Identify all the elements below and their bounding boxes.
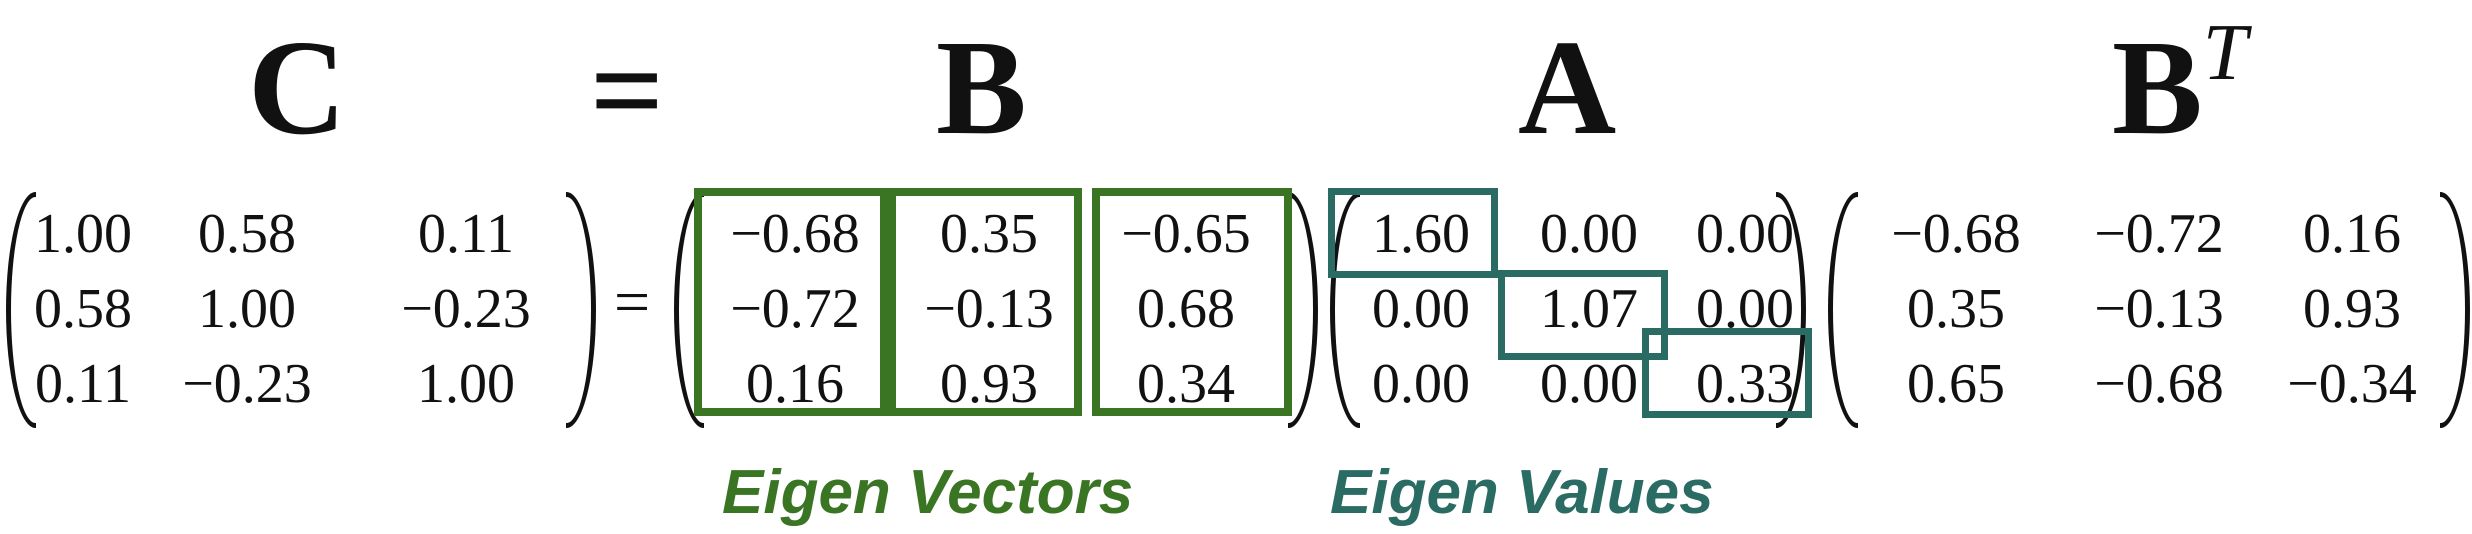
matrix-cell: 1.00 [34,203,132,265]
matrix-cell: 1.00 [417,353,515,415]
matrix-cell: 0.34 [1137,353,1235,415]
matrix-cell: 0.11 [418,203,514,265]
header-a: A [1518,13,1617,163]
matrix-cell: 0.68 [1137,278,1235,340]
matrix-b: −0.68 0.35 −0.65 −0.72 −0.13 0.68 0.16 0… [674,180,1318,440]
matrix-cell: 0.93 [940,353,1038,415]
matrix-cell: −0.68 [730,203,860,265]
header-transpose-superscript: T [2202,8,2248,97]
header-b-transpose-base: B [2112,13,2203,163]
matrix-cell: 0.00 [1372,278,1470,340]
matrix-cell: 0.35 [940,203,1038,265]
matrix-b-transpose: −0.68 −0.72 0.16 0.35 −0.13 0.93 0.65 −0… [1828,180,2470,440]
matrix-cell: 1.60 [1372,203,1470,265]
eigenvector-column-box [1092,188,1292,416]
matrix-cell: 0.16 [2303,203,2401,265]
matrix-cell: −0.72 [2094,203,2224,265]
matrix-cell: −0.68 [2094,353,2224,415]
right-paren [566,192,596,428]
right-paren [2440,192,2470,428]
matrix-cell: 0.35 [1907,278,2005,340]
matrix-cell: −0.13 [2094,278,2224,340]
matrix-cell: 0.16 [746,353,844,415]
matrix-cell: 0.11 [35,353,131,415]
matrix-cell: 1.07 [1540,278,1638,340]
header-equals: = [590,19,665,163]
matrix-cell: −0.34 [2287,353,2417,415]
matrix-cell: 0.65 [1907,353,2005,415]
matrix-c: 1.00 0.58 0.11 0.58 1.00 −0.23 0.11 −0.2… [6,180,608,440]
equals-sign: = [614,266,651,337]
matrix-cell: 0.00 [1372,353,1470,415]
matrix-cell: −0.65 [1121,203,1251,265]
matrix-cell: 0.93 [2303,278,2401,340]
header-b-transpose: BT [2112,13,2247,156]
matrix-cell: −0.23 [182,353,312,415]
matrix-bt-grid: −0.68 −0.72 0.16 0.35 −0.13 0.93 0.65 −0… [1858,197,2440,422]
matrix-cell: 0.00 [1540,353,1638,415]
matrix-cell: −0.13 [924,278,1054,340]
matrix-cell: 0.00 [1540,203,1638,265]
matrix-c-grid: 1.00 0.58 0.11 0.58 1.00 −0.23 0.11 −0.2… [24,197,580,422]
matrix-b-grid: −0.68 0.35 −0.65 −0.72 −0.13 0.68 0.16 0… [698,197,1286,422]
eigenvalue-box [1328,188,1498,278]
header-b: B [936,13,1027,163]
eigenvector-column-box [694,188,888,416]
caption-eigen-values: Eigen Values [1330,458,1714,527]
header-c: C [248,13,347,163]
matrix-cell: 0.58 [34,278,132,340]
matrix-cell: −0.72 [730,278,860,340]
eigenvalue-box [1498,270,1668,360]
matrix-cell: −0.68 [1891,203,2021,265]
eigenvalue-box [1642,328,1812,418]
matrix-cell: 1.00 [198,278,296,340]
matrix-cell: 0.58 [198,203,296,265]
right-paren [1288,192,1318,428]
eigenvector-column-box [888,188,1082,416]
left-paren [1828,192,1858,428]
matrix-cell: −0.23 [401,278,531,340]
caption-eigen-vectors: Eigen Vectors [722,458,1134,527]
